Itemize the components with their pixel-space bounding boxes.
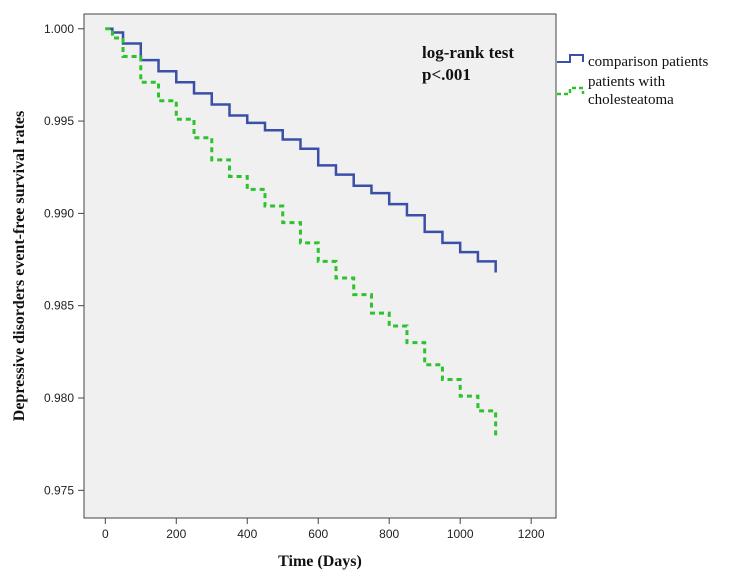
legend-swatch-cholesteatoma xyxy=(557,86,585,96)
legend-label-comparison: comparison patients xyxy=(588,54,709,70)
legend: comparison patients patients with choles… xyxy=(557,54,709,108)
legend-label-cholesteatoma-line-2: cholesteatoma xyxy=(588,92,674,108)
y-axis: 0.975 0.980 0.985 0.990 0.995 1.000 xyxy=(44,22,84,497)
x-tick-label: 400 xyxy=(237,527,257,541)
annotation-line-1: log-rank test xyxy=(422,43,514,62)
y-tick-label: 0.985 xyxy=(44,299,74,313)
y-tick-label: 0.995 xyxy=(44,114,74,128)
annotation-line-2: p<.001 xyxy=(422,65,471,84)
series-line-comparison xyxy=(105,27,497,273)
y-tick-label: 0.990 xyxy=(44,206,74,220)
x-tick-label: 1200 xyxy=(518,527,545,541)
plot-area: 0 200 400 600 800 1000 1200 0.9750.9800.9850.9… xyxy=(44,13,557,541)
series-line-cholesteatoma xyxy=(105,27,498,439)
x-tick-label: 600 xyxy=(308,527,328,541)
legend-swatch-comparison xyxy=(557,54,584,63)
y-axis-title: Depressive disorders event-free survival… xyxy=(11,111,28,421)
x-axis-title: Time (Days) xyxy=(278,553,362,570)
x-tick-label: 1000 xyxy=(447,527,474,541)
y-tick-label: 1.000 xyxy=(44,22,74,36)
y-tick-label: 0.975 xyxy=(44,483,74,497)
series-layer xyxy=(105,27,498,439)
x-tick-label: 0 xyxy=(102,527,109,541)
x-tick-label: 800 xyxy=(379,527,399,541)
annotation: log-rank test p<.001 xyxy=(422,43,514,84)
x-tick-label: 200 xyxy=(166,527,186,541)
y-tick-label: 0.980 xyxy=(44,391,74,405)
legend-label-cholesteatoma-line-1: patients with xyxy=(588,74,666,90)
x-axis: 0 200 400 600 800 1000 1200 xyxy=(102,518,545,541)
plot-background xyxy=(83,13,557,519)
